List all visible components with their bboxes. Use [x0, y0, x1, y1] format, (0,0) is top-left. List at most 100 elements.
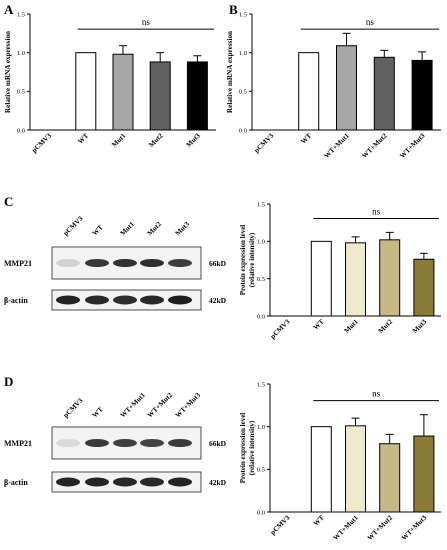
molecular-weight-label: 66kD — [209, 259, 227, 268]
blot-band — [113, 295, 137, 305]
lane-label: WT+Mut2 — [146, 391, 175, 420]
y-tick-label: 1.0 — [257, 424, 265, 431]
y-tick-label: 1.5 — [257, 381, 265, 388]
blot-band — [140, 477, 164, 487]
blot-band — [140, 439, 164, 447]
y-axis-title: Relative mRNA expression — [226, 31, 234, 113]
bar-wt-mut3 — [413, 435, 435, 513]
blot-band — [113, 259, 137, 267]
y-tick-label: 1.0 — [17, 50, 25, 57]
y-tick-label: 0.5 — [239, 89, 247, 96]
blot-band — [56, 477, 80, 487]
x-tick-label: WT+Mut2 — [366, 513, 395, 542]
y-tick-label: 0.5 — [17, 89, 25, 96]
blot-band — [168, 295, 192, 305]
x-tick-label: Mut2 — [377, 317, 395, 335]
molecular-weight-label: 42kD — [209, 478, 227, 487]
blot-band — [56, 295, 80, 305]
y-tick-label: 1.5 — [257, 201, 265, 208]
x-tick-label: WT+Mut1 — [332, 513, 361, 542]
y-tick-label: 0.0 — [257, 313, 265, 320]
molecular-weight-label: 66kD — [209, 439, 227, 448]
y-axis-title: Protein expression level — [239, 225, 247, 296]
y-tick-label: 0.5 — [257, 467, 265, 474]
panel-letter-b: B — [229, 2, 238, 17]
x-tick-label: WT+Mut2 — [360, 131, 389, 160]
bar-wt — [298, 52, 320, 131]
y-tick-label: 0.0 — [239, 127, 247, 134]
blot-band — [113, 477, 137, 487]
bar-wt-mut2 — [373, 56, 395, 131]
lane-label: WT+Mut3 — [174, 391, 203, 420]
x-tick-label: WT+Mut3 — [398, 131, 427, 160]
bar-mut2 — [379, 239, 401, 317]
bar-mut1 — [345, 242, 366, 317]
y-tick-label: 0.5 — [257, 276, 265, 283]
x-tick-label: pCMV3 — [269, 317, 292, 340]
x-tick-label: Mut3 — [411, 317, 429, 335]
blot-band — [56, 259, 80, 267]
blot-band — [85, 477, 109, 487]
bar-mut3 — [186, 61, 208, 131]
western-blot-c: pCMV3 WT Mut1 Mut2 Mut3 MMP21 66kD β-actin 42kD — [4, 214, 227, 311]
blot-band — [113, 439, 137, 447]
x-tick-label: pCMV3 — [269, 513, 292, 536]
blot-band — [85, 295, 109, 305]
y-tick-label: 1.5 — [239, 11, 247, 18]
bar-chart-b: 0.0 0.5 1.0 1.5 Relative mRNA expression pCMV… — [226, 11, 441, 160]
blot-band — [168, 259, 192, 267]
x-tick-label: Mut1 — [343, 317, 361, 335]
bar-wt-mut1 — [345, 425, 366, 513]
x-tick-label: Mut2 — [147, 131, 165, 149]
y-axis-title: (relative intensity) — [248, 420, 256, 475]
blot-band — [140, 259, 164, 267]
blot-band — [85, 259, 109, 267]
protein-label: β-actin — [4, 478, 28, 487]
bar-wt — [75, 52, 97, 131]
lane-label: Mut1 — [119, 220, 137, 238]
x-tick-label: Mut3 — [185, 131, 203, 149]
x-tick-label: pCMV3 — [30, 131, 53, 154]
x-tick-label: pCMV3 — [253, 131, 276, 154]
y-tick-label: 0.0 — [17, 127, 25, 134]
bar-wt — [310, 240, 332, 317]
y-tick-label: 1.5 — [17, 11, 25, 18]
bar-chart-a: 0.0 0.5 1.0 1.5 Relative mRNA expression pCMV… — [4, 11, 216, 154]
significance-label: ns — [142, 17, 151, 27]
protein-label: β-actin — [4, 296, 28, 305]
significance-label: ns — [372, 389, 381, 399]
lane-label: WT+Mut1 — [119, 391, 148, 420]
x-tick-label: WT+Mut1 — [323, 131, 352, 160]
y-tick-label: 0.0 — [257, 509, 265, 516]
blot-band — [168, 439, 192, 447]
panel-letter-a: A — [4, 2, 14, 17]
lane-label: WT — [91, 405, 105, 419]
x-tick-label: WT — [312, 318, 326, 332]
protein-label: MMP21 — [4, 439, 32, 448]
y-tick-label: 1.0 — [257, 239, 265, 246]
panel-letter-d: D — [4, 374, 13, 389]
x-tick-label: WT+Mut3 — [400, 513, 429, 542]
bar-chart-c: 0.0 0.5 1.0 1.5 Protein expression level (rel… — [239, 201, 441, 340]
blot-band — [85, 439, 109, 447]
y-axis-title: Relative mRNA expression — [4, 31, 12, 113]
lane-label: Mut2 — [146, 220, 164, 238]
panel-letter-c: C — [4, 194, 13, 209]
bar-chart-d: 0.0 0.5 1.0 1.5 Protein expression level (rel… — [239, 381, 441, 542]
lane-label: pCMV3 — [62, 396, 85, 419]
y-tick-label: 1.0 — [239, 50, 247, 57]
y-axis-title: Protein expression level — [239, 413, 247, 484]
blot-band — [56, 439, 80, 447]
x-tick-label: WT — [312, 514, 326, 528]
bar-mut2 — [149, 61, 171, 131]
molecular-weight-label: 42kD — [209, 296, 227, 305]
x-tick-label: Mut1 — [110, 131, 128, 149]
blot-band — [168, 477, 192, 487]
lane-label: pCMV3 — [62, 214, 85, 237]
protein-label: MMP21 — [4, 259, 32, 268]
significance-label: ns — [372, 207, 381, 217]
bar-wt — [310, 426, 332, 513]
